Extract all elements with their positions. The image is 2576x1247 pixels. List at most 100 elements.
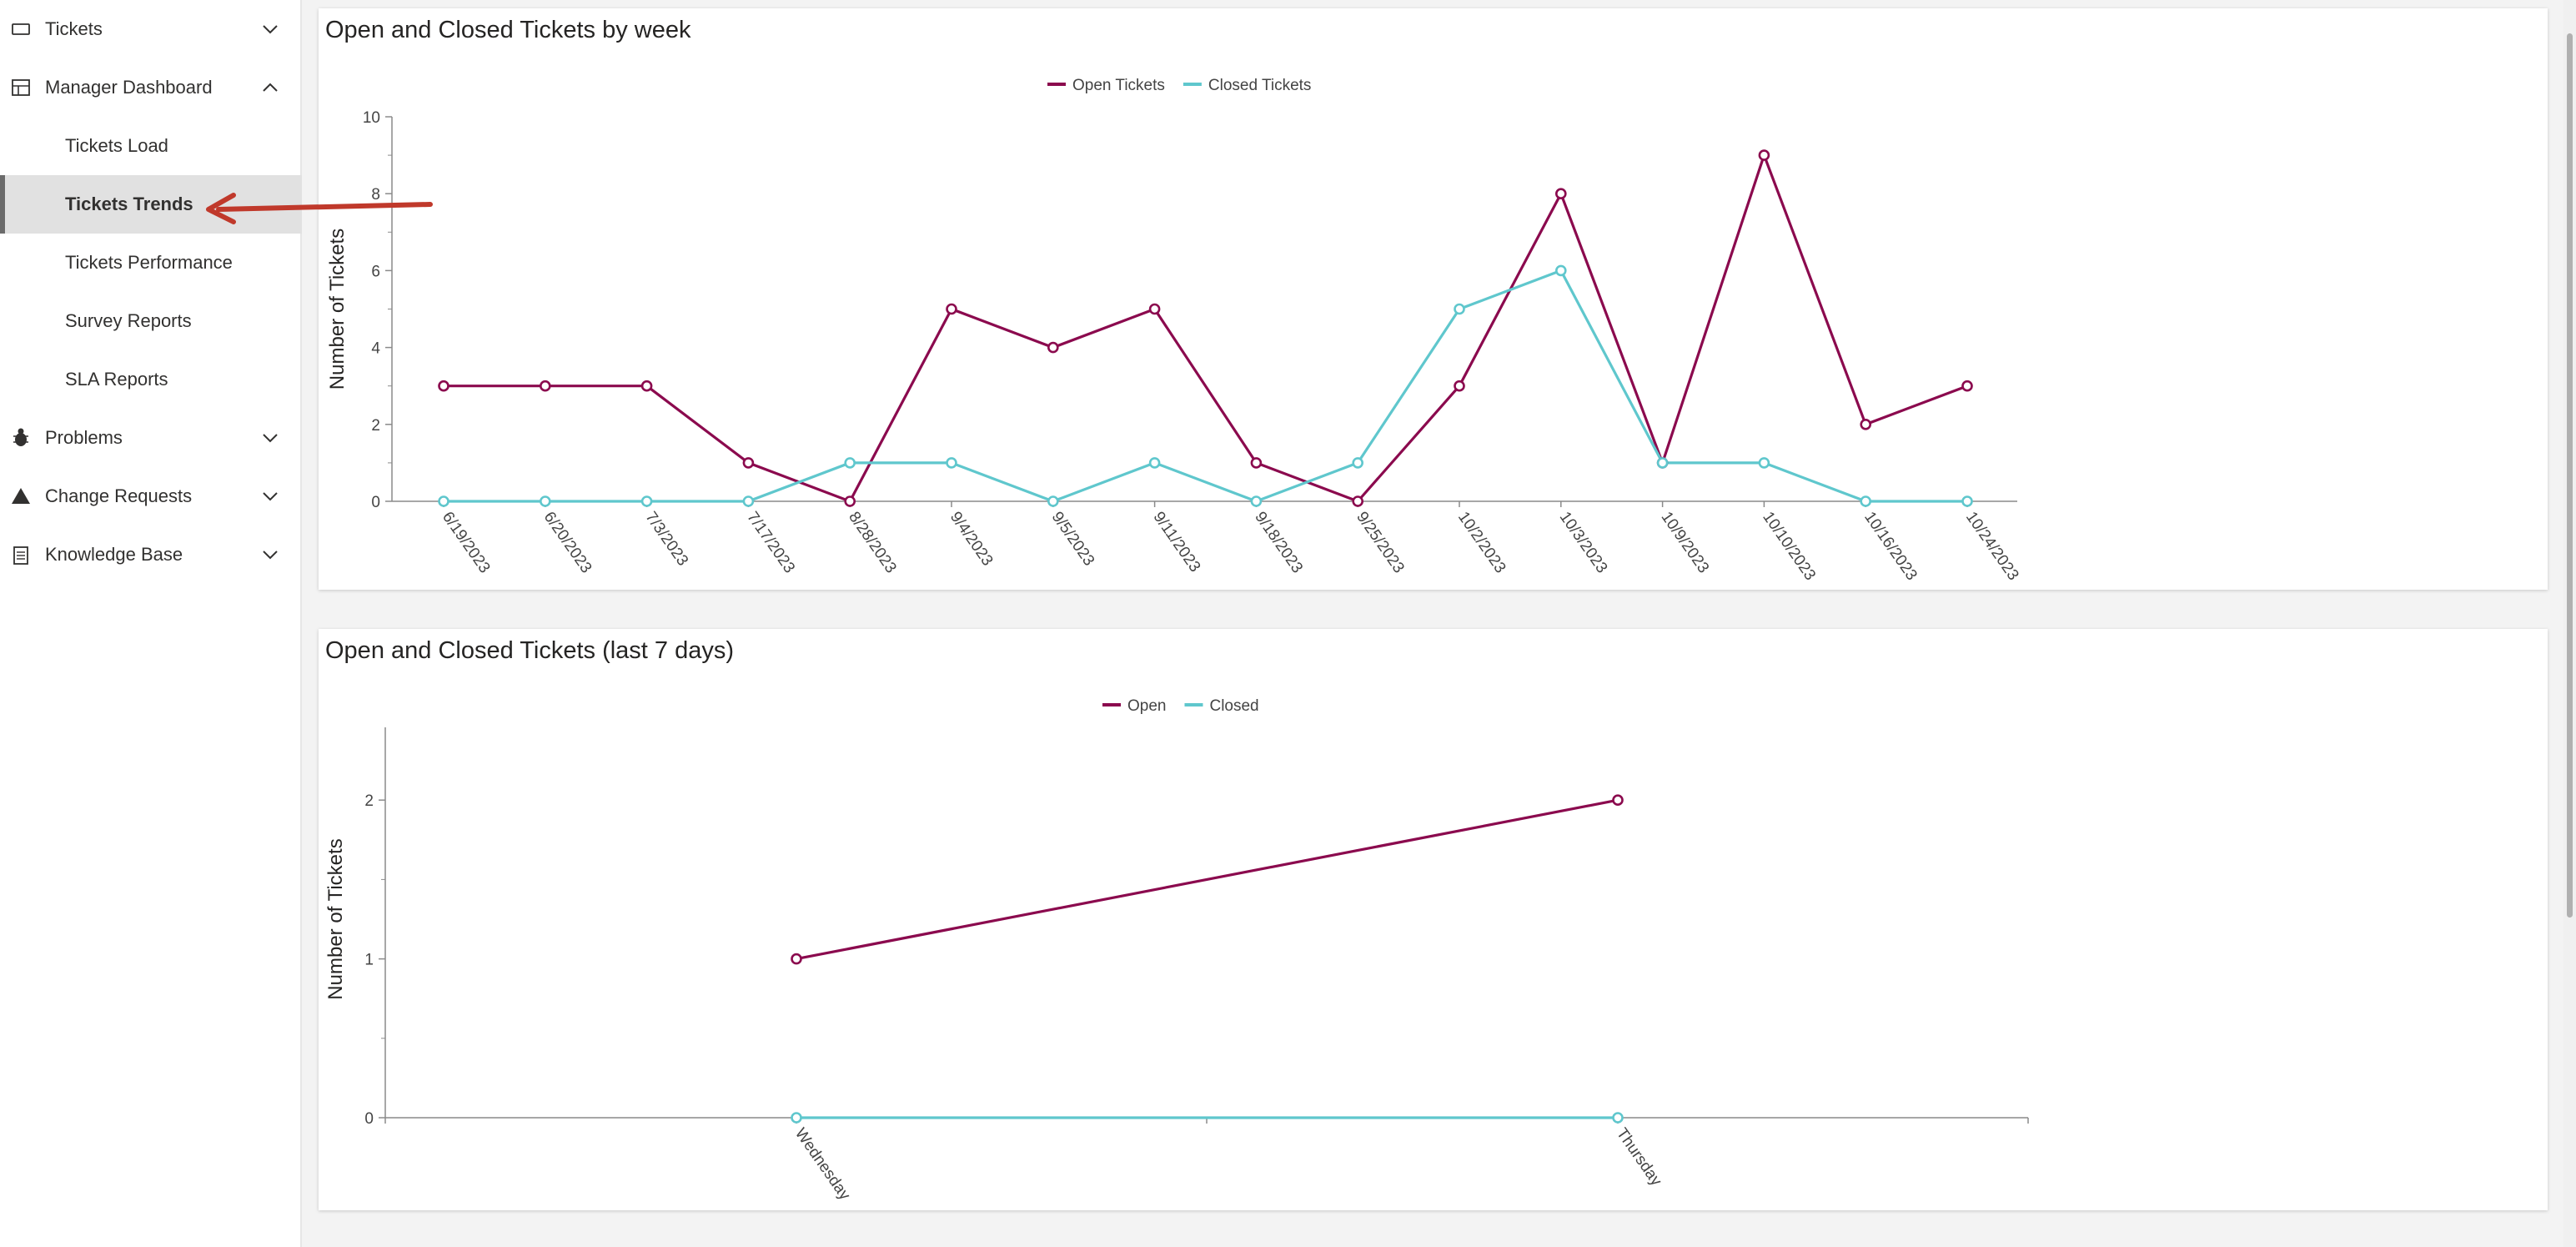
x-tick-label: 9/5/2023 bbox=[1048, 509, 1098, 570]
chevron-down-icon[interactable] bbox=[260, 525, 280, 584]
x-tick-label: 10/3/2023 bbox=[1556, 509, 1611, 576]
y-axis-title: Number of Tickets bbox=[326, 229, 349, 390]
y-tick-label: 0 bbox=[371, 494, 380, 511]
nav-subitem-tickets-performance[interactable]: Tickets Performance bbox=[0, 234, 302, 292]
x-tick-label: 10/16/2023 bbox=[1860, 509, 1921, 584]
nav-item-label: Manager Dashboard bbox=[45, 77, 213, 98]
data-point bbox=[1656, 457, 1669, 469]
nav-subitem-label: Tickets Load bbox=[65, 135, 168, 156]
x-tick-label: 10/9/2023 bbox=[1658, 509, 1713, 576]
x-tick-label: 9/4/2023 bbox=[947, 509, 997, 570]
data-point bbox=[1454, 380, 1465, 392]
data-point bbox=[946, 303, 957, 315]
nav-item-label: Change Requests bbox=[45, 485, 193, 506]
chevron-down-icon[interactable] bbox=[260, 409, 280, 467]
data-point bbox=[539, 495, 551, 507]
data-point bbox=[1612, 794, 1624, 806]
nav-item-tickets[interactable]: Tickets bbox=[0, 0, 302, 58]
legend-label: Closed Tickets bbox=[1208, 77, 1312, 94]
data-point bbox=[1612, 1112, 1624, 1124]
data-point bbox=[1047, 495, 1059, 507]
scrollbar-thumb[interactable] bbox=[2567, 33, 2573, 918]
ticket-icon bbox=[10, 0, 35, 58]
x-tick-label: 6/20/2023 bbox=[540, 509, 595, 576]
bug-icon bbox=[10, 409, 35, 467]
daily-tickets-chart: Open Closed Number of Tickets 0 1 2 Wednesday T… bbox=[324, 697, 2029, 1204]
data-point bbox=[640, 380, 653, 392]
nav-subitem-label: Survey Reports bbox=[65, 310, 192, 331]
weekly-tickets-chart: Open Tickets Closed Tickets Number of Tick… bbox=[326, 77, 2022, 584]
nav-item-problems[interactable]: Problems bbox=[0, 409, 302, 467]
x-tick-label: 7/3/2023 bbox=[642, 509, 692, 570]
data-point bbox=[1250, 457, 1263, 469]
data-point bbox=[1047, 341, 1059, 354]
document-icon bbox=[10, 525, 35, 584]
x-tick-label: 6/19/2023 bbox=[439, 509, 494, 576]
nav-item-change-requests[interactable]: Change Requests bbox=[0, 467, 302, 525]
data-point bbox=[946, 457, 957, 469]
weekly-tickets-chart-card: Open and Closed Tickets by week Open Tic… bbox=[319, 8, 2548, 590]
y-tick-label: 2 bbox=[364, 792, 374, 810]
x-tick-label: 9/18/2023 bbox=[1251, 509, 1306, 576]
chart-legend: Open Tickets Closed Tickets bbox=[1047, 77, 1311, 94]
x-tick-label: 10/10/2023 bbox=[1759, 509, 1819, 584]
y-tick-label: 1 bbox=[364, 952, 374, 969]
data-point bbox=[1148, 457, 1161, 469]
x-tick-label: Wednesday bbox=[791, 1125, 854, 1204]
warning-triangle-icon bbox=[10, 467, 35, 525]
chart-title: Open and Closed Tickets (last 7 days) bbox=[325, 637, 735, 664]
nav-subitem-label: Tickets Performance bbox=[65, 252, 233, 273]
data-point bbox=[1758, 457, 1770, 469]
x-tick-label: 7/17/2023 bbox=[743, 509, 798, 576]
data-point bbox=[1352, 457, 1363, 469]
chart-title: Open and Closed Tickets by week bbox=[325, 17, 691, 43]
legend-label: Closed bbox=[1209, 697, 1258, 715]
chevron-down-icon[interactable] bbox=[260, 0, 280, 58]
nav-subitem-tickets-trends[interactable]: Tickets Trends bbox=[0, 175, 302, 234]
daily-tickets-chart-card: Open and Closed Tickets (last 7 days) Op… bbox=[319, 629, 2548, 1210]
nav-item-label: Knowledge Base bbox=[45, 544, 183, 565]
x-tick-label: 9/25/2023 bbox=[1353, 509, 1408, 576]
data-point bbox=[844, 495, 856, 507]
nav-subitem-sla-reports[interactable]: SLA Reports bbox=[0, 350, 302, 409]
data-point bbox=[1758, 149, 1770, 161]
data-point bbox=[539, 380, 551, 392]
nav-subitem-survey-reports[interactable]: Survey Reports bbox=[0, 292, 302, 350]
nav-item-knowledge-base[interactable]: Knowledge Base bbox=[0, 525, 302, 584]
data-point bbox=[1555, 188, 1567, 199]
dashboard-icon bbox=[10, 58, 35, 117]
data-point bbox=[791, 953, 802, 965]
data-point bbox=[1961, 380, 1973, 392]
x-tick-label: 10/24/2023 bbox=[1962, 509, 2022, 584]
chart-legend: Open Closed bbox=[1102, 697, 1259, 715]
nav-subitem-label: SLA Reports bbox=[65, 369, 168, 390]
y-tick-label: 10 bbox=[363, 109, 380, 127]
nav-item-label: Problems bbox=[45, 427, 123, 448]
chevron-down-icon[interactable] bbox=[260, 467, 280, 525]
data-point bbox=[1250, 495, 1263, 507]
data-point bbox=[438, 380, 449, 392]
y-axis-title: Number of Tickets bbox=[324, 838, 347, 999]
y-tick-label: 8 bbox=[371, 186, 380, 204]
y-tick-label: 4 bbox=[371, 340, 380, 358]
nav-item-label: Tickets bbox=[45, 18, 103, 39]
y-tick-label: 0 bbox=[364, 1110, 374, 1128]
data-point bbox=[1860, 418, 1871, 430]
data-point bbox=[1555, 264, 1567, 277]
data-point bbox=[742, 495, 755, 507]
series-line-open bbox=[796, 798, 1619, 961]
y-tick-label: 6 bbox=[371, 263, 380, 280]
data-point bbox=[1352, 495, 1363, 507]
data-point bbox=[844, 457, 856, 469]
x-tick-label: 10/2/2023 bbox=[1454, 509, 1509, 576]
x-tick-label: Thursday bbox=[1613, 1125, 1665, 1189]
sidebar: Tickets Manager Dashboard Tickets Load T… bbox=[0, 0, 302, 1247]
data-point bbox=[1961, 495, 1973, 507]
nav-item-manager-dashboard[interactable]: Manager Dashboard bbox=[0, 58, 302, 117]
data-point bbox=[438, 495, 449, 507]
data-point bbox=[640, 495, 653, 507]
nav-subitem-tickets-load[interactable]: Tickets Load bbox=[0, 117, 302, 175]
legend-label: Open Tickets bbox=[1072, 77, 1165, 94]
y-tick-label: 2 bbox=[371, 417, 380, 435]
chevron-up-icon[interactable] bbox=[260, 58, 280, 117]
